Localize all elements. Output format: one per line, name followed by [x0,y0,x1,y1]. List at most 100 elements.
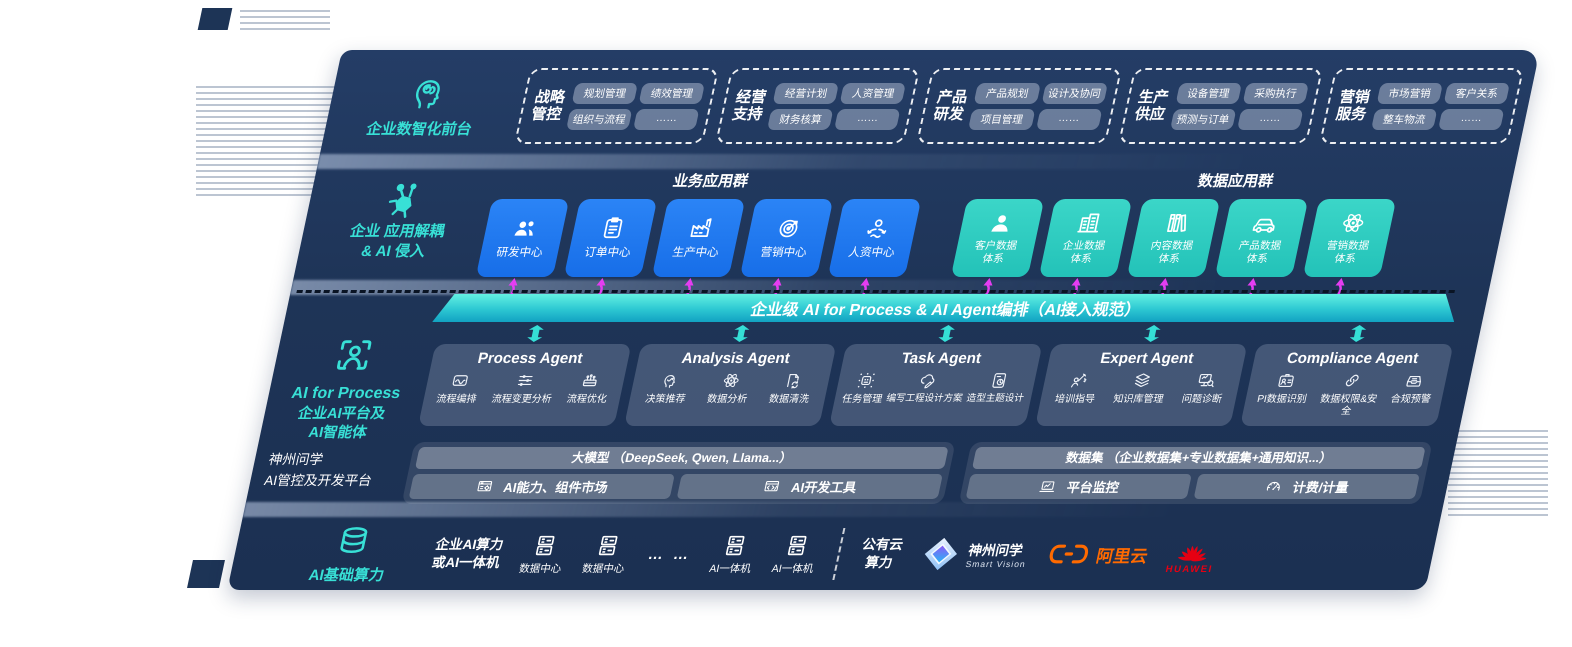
group-title: 战略 管控 [529,88,567,123]
car-icon [1249,210,1281,236]
sliders-icon [514,371,537,390]
enterprise-data-card: 企业数据 体系 [1038,199,1133,277]
front-group-marketing: 营销 服务 市场营销 客户关系 整车物流 …… [1318,68,1525,144]
compliance-agent-col: Compliance Agent PI数据识别 数据权限&安全 合规预警 [1237,325,1458,444]
module-pill: 财务核算 [767,108,834,130]
product-data-card: 产品数据 体系 [1214,199,1309,277]
gauge-cell: 计费/计量 [1193,474,1420,499]
analysis-agent-box: Analysis Agent 决策推荐 数据分析 数据清洗 [623,344,837,426]
decor-block-top-left [197,8,233,30]
module-pill: 设计及协同 [1041,82,1108,104]
layers-icon [1131,371,1154,390]
group-title: 产品 研发 [931,88,970,123]
compliance-agent-box: Compliance Agent PI数据识别 数据权限&安全 合规预警 [1240,344,1454,426]
monitor-icon [1037,478,1058,495]
rnd-center-card: 研发中心 [475,199,570,277]
marketing-center-card: 营销中心 [739,199,834,277]
task-agent-box: Task Agent 任务管理 编写工程设计方案 造型主题设计 [829,344,1043,426]
building-icon [1073,210,1105,236]
ai-market-icon [474,478,495,495]
front-group-operation: 经营 支持 经营计划 人资管理 财务核算 …… [715,68,921,144]
hr-person-icon [861,215,893,241]
data-center-node: 数据中心 [518,533,569,576]
huawei-logo: HUAWEI [1164,533,1220,575]
public-cloud-text: 公有云 算力 [860,536,905,570]
main-board: 企业数智化前台 战略 管控 规划管理 绩效管理 组织与流程 …… 经营 支持 [227,50,1540,590]
gauge-icon [1263,478,1284,495]
dev-tools-cell: AI开发工具 [676,474,944,499]
enterprise-compute-text: 企业AI算力 或AI一体机 [430,536,506,570]
decor-stripes-top-left [240,10,330,30]
hr-center-card: 人资中心 [827,199,922,277]
up-down-arrow-icon [526,325,545,342]
marketing-data-card: 营销数据 体系 [1302,199,1397,277]
module-pill: 采购执行 [1242,82,1309,104]
module-pill: 项目管理 [968,108,1036,130]
expert-agent-box: Expert Agent 培训指导 知识库管理 问题诊断 [1034,344,1248,426]
front-group-product: 产品 研发 产品规划 设计及协同 项目管理 …… [916,68,1122,144]
layer-divider [242,502,1444,517]
grid-bot-icon [855,371,878,390]
layer-divider [316,154,1518,169]
card-wrap: 客户数据 体系 [950,199,1045,305]
card-wrap: 订单中心 [563,199,658,305]
expert-agent-col: Expert Agent 培训指导 知识库管理 问题诊断 [1031,325,1252,444]
data-center-node: 数据中心 [581,533,632,576]
agents-layer-label: AI for Process 企业AI平台及 AI智能体 [266,335,427,444]
card-wrap: 生产中心 [651,199,746,305]
module-pill: …… [834,108,901,130]
tablet-design-icon [987,371,1010,390]
up-down-arrow-icon [1143,325,1162,342]
order-center-card: 订单中心 [563,199,658,277]
module-pill: 产品规划 [974,82,1041,104]
module-pill: 市场营销 [1376,82,1444,104]
module-pill: 人资管理 [839,82,907,104]
customer-data-card: 客户数据 体系 [950,199,1045,277]
module-pill: 客户关系 [1443,82,1511,104]
content-data-card: 内容数据 体系 [1126,199,1221,277]
data-app-group: 数据应用群 客户数据 体系 企业数据 体系 [950,170,1503,305]
card-wrap: 内容数据 体系 [1126,199,1221,305]
dashed-divider [831,528,845,580]
module-pill: 经营计划 [772,82,840,104]
aliyun-logo-icon [1049,544,1089,564]
front-layer-label: 企业数智化前台 [331,74,517,139]
decor-stripes-right [1448,430,1548,520]
card-wrap: 营销数据 体系 [1302,199,1397,305]
front-group-production: 生产 供应 设备管理 采购执行 预测与订单 …… [1117,68,1323,144]
shenzhou-logo-icon [924,537,958,571]
module-pill: …… [633,108,700,130]
database-icon [332,524,376,560]
alert-mail-icon [1403,371,1426,390]
platform-label: 神州问学 AI管控及开发平台 [262,452,374,488]
card-wrap: 研发中心 [475,199,570,305]
server-icon [782,533,812,558]
group-title: 营销 服务 [1334,88,1372,123]
server-icon [593,533,623,558]
module-pill: …… [1438,108,1505,130]
card-wrap: 营销中心 [739,199,834,305]
analysis-agent-col: Analysis Agent 决策推荐 数据分析 数据清洗 [620,325,841,444]
ai-appliance-node: AI一体机 [770,533,821,576]
server-icon [530,533,560,558]
process-agent-col: Process Agent 流程编排 流程变更分析 流程优化 [414,325,635,444]
module-pill: 预测与订单 [1169,108,1237,130]
decor-block-bottom-left [187,560,225,588]
id-card-icon [1274,371,1297,390]
ai-orchestration-bar: 企业级 AI for Process & AI Agent编排（AI接入规范） [432,294,1460,322]
server-icon [720,533,750,558]
brain-head-icon [404,74,450,112]
module-pill: 组织与流程 [566,108,633,130]
cloud-pen-icon [917,371,940,390]
person-icon [985,210,1017,236]
module-pill: 绩效管理 [638,82,706,104]
ai-market-cell: AI能力、组件市场 [408,474,676,499]
data-group-title: 数据应用群 [1196,173,1275,190]
dev-tools-icon [762,478,783,495]
shenzhou-wenxue-logo: 神州问学 Smart Vision [918,535,1032,573]
front-group-strategy: 战略 管控 规划管理 绩效管理 组织与流程 …… [514,68,720,144]
up-down-arrow-icon [1349,325,1368,342]
module-pill: 设备管理 [1175,82,1242,104]
models-header: 大模型 （DeepSeek, Qwen, Llama...） [414,447,949,469]
